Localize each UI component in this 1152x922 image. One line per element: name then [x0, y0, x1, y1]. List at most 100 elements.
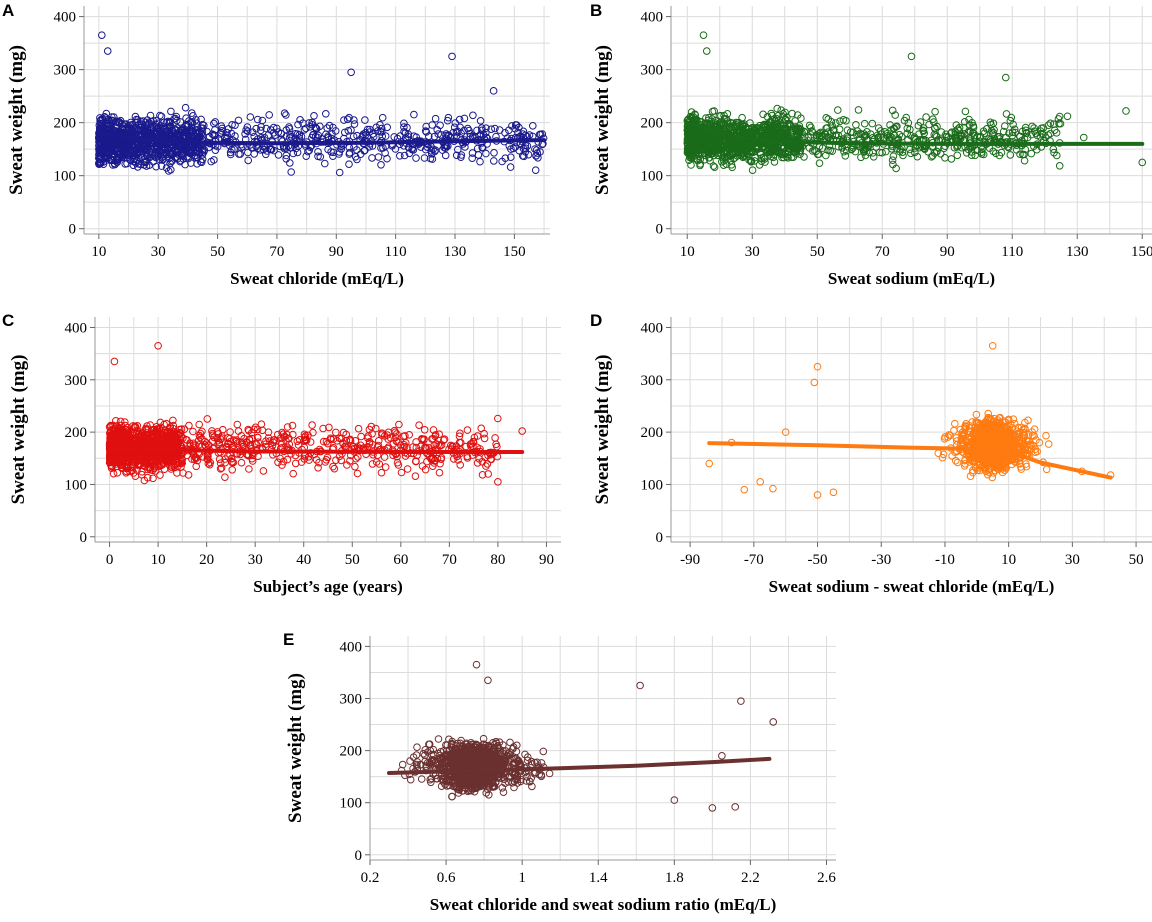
data-point: [400, 119, 408, 128]
data-point: [157, 162, 166, 170]
outlier-point: [1063, 112, 1072, 121]
data-point: [947, 155, 956, 163]
data-point: [234, 116, 243, 125]
data-point: [374, 153, 383, 161]
y-tick-label: 100: [54, 169, 77, 185]
data-point: [482, 462, 490, 470]
data-point: [162, 164, 171, 172]
data-point: [302, 152, 311, 160]
data-point: [265, 111, 274, 119]
data-point: [490, 157, 498, 165]
data-point: [961, 107, 970, 116]
data-point: [435, 468, 444, 477]
outlier-point: [448, 52, 456, 61]
data-point: [322, 110, 330, 118]
data-point: [495, 126, 504, 134]
data-point: [181, 103, 190, 112]
data-point: [357, 432, 365, 441]
data-point: [253, 115, 262, 124]
y-tick-label: 300: [641, 373, 664, 389]
data-point: [361, 116, 369, 124]
x-tick-label: 130: [1066, 244, 1089, 260]
data-point: [283, 455, 292, 464]
data-point: [335, 168, 344, 177]
y-tick-label: 300: [54, 63, 77, 79]
data-point: [511, 121, 520, 129]
x-tick-label: 80: [490, 552, 505, 568]
scatter-points: [105, 341, 526, 486]
data-point: [860, 119, 869, 128]
data-point: [922, 113, 930, 121]
x-tick-label: 130: [444, 244, 467, 260]
y-tick-label: 0: [69, 222, 77, 238]
y-tick-label: 400: [65, 320, 88, 336]
data-point: [259, 467, 268, 475]
data-point: [378, 113, 387, 122]
data-point: [442, 131, 450, 140]
data-point: [321, 159, 329, 168]
data-point: [834, 106, 842, 114]
data-point: [444, 113, 453, 122]
outlier-point: [110, 357, 119, 366]
data-point: [531, 166, 540, 174]
panel-label: B: [590, 1, 602, 20]
x-tick-label: 90: [329, 244, 344, 260]
data-point: [412, 154, 420, 162]
x-tick-label: 30: [248, 552, 263, 568]
y-tick-label: 200: [641, 425, 664, 441]
data-point: [241, 130, 249, 138]
x-tick-label: 70: [269, 244, 284, 260]
data-point: [931, 107, 939, 116]
data-point: [291, 459, 300, 468]
outlier-point: [1079, 133, 1088, 142]
data-point: [250, 150, 258, 158]
data-point: [197, 115, 205, 124]
x-tick-label: -70: [744, 552, 764, 568]
data-point: [469, 111, 477, 120]
data-point: [258, 116, 267, 125]
data-point: [167, 107, 175, 116]
panel-label: D: [590, 311, 602, 330]
data-point: [354, 453, 362, 461]
data-point: [441, 151, 450, 160]
y-tick-label: 400: [641, 320, 664, 336]
data-point: [854, 106, 863, 114]
x-tick-label: -90: [680, 552, 700, 568]
data-point: [410, 110, 418, 119]
y-tick-label: 0: [656, 530, 664, 546]
data-point: [345, 160, 353, 168]
data-point: [380, 453, 389, 461]
x-axis-label: Subject’s age (years): [253, 577, 403, 596]
data-point: [868, 119, 877, 128]
data-point: [907, 149, 915, 158]
data-point: [460, 114, 469, 123]
data-point: [350, 120, 359, 128]
data-point: [311, 123, 320, 131]
data-point: [411, 472, 420, 481]
x-tick-label: 10: [680, 244, 695, 260]
x-axis-label: Sweat chloride (mEq/L): [230, 269, 404, 288]
data-point: [482, 149, 490, 158]
data-point: [397, 468, 406, 477]
data-point: [237, 458, 246, 467]
data-point: [368, 154, 376, 162]
data-point: [400, 123, 408, 131]
data-point: [473, 144, 482, 153]
data-point: [293, 148, 302, 157]
data-point: [192, 119, 201, 127]
data-point: [468, 154, 477, 162]
y-tick-label: 100: [641, 477, 664, 493]
y-axis-label: Sweat weight (mg): [6, 45, 27, 195]
data-point: [434, 130, 443, 138]
y-tick-label: 200: [641, 116, 664, 132]
data-point: [282, 111, 290, 119]
y-tick-label: 0: [80, 530, 88, 546]
data-point: [368, 460, 377, 468]
data-point: [173, 116, 181, 125]
data-point: [529, 122, 537, 130]
data-point: [953, 151, 962, 160]
data-point: [231, 121, 239, 129]
data-point: [197, 158, 206, 167]
